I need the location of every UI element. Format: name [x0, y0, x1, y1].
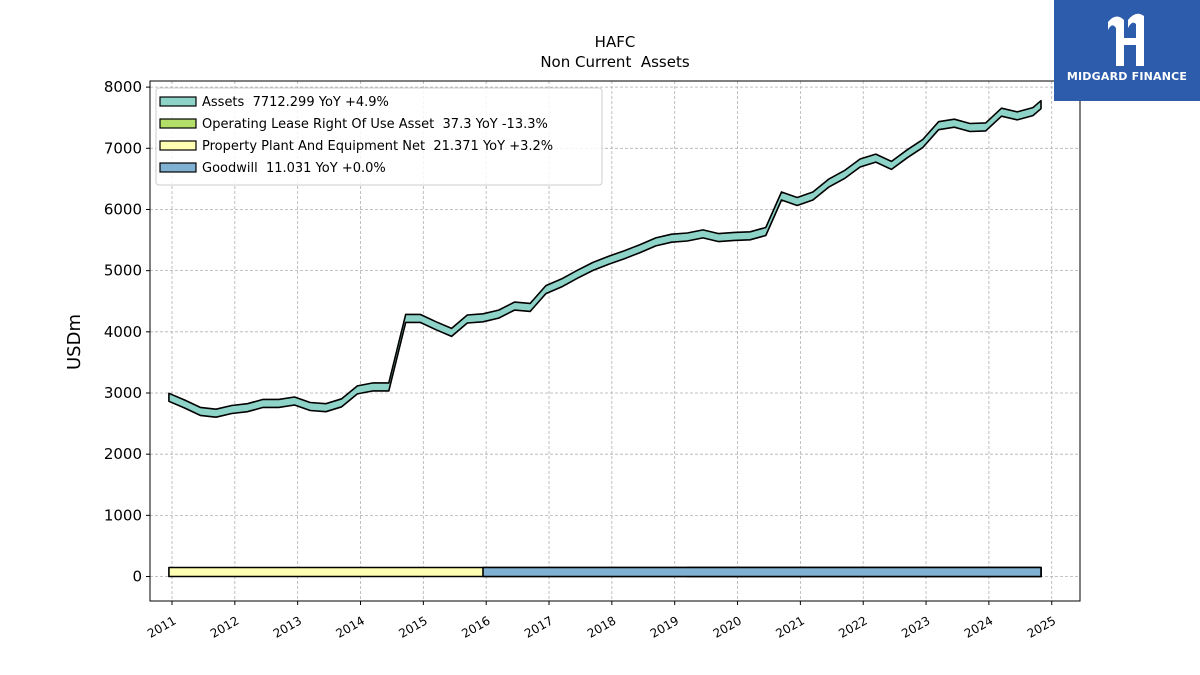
y-axis: 0 1000 2000 3000 4000 5000 6000 7000 8000	[104, 78, 150, 586]
legend-swatch	[159, 162, 197, 173]
x-tick-label: 2015	[396, 613, 429, 640]
x-tick-label: 2025	[1025, 613, 1058, 640]
legend-box	[155, 87, 603, 186]
legend-label: Operating Lease Right Of Use Asset 37.3 …	[202, 117, 548, 132]
legend-swatch	[159, 140, 197, 151]
chart-title: HAFC	[595, 33, 636, 51]
x-tick-label: 2021	[773, 613, 806, 640]
brand-name: MIDGARD FINANCE	[1066, 70, 1188, 83]
y-tick-label: 3000	[104, 384, 142, 402]
x-tick-label: 2014	[334, 613, 367, 640]
x-tick-label: 2022	[836, 613, 869, 640]
x-tick-label: 2016	[459, 613, 492, 640]
chart-subtitle: Non Current Assets	[540, 53, 690, 71]
y-tick-label: 1000	[104, 506, 142, 524]
y-tick-label: 5000	[104, 262, 142, 280]
legend-swatch	[159, 118, 197, 129]
series-layer	[168, 99, 1042, 578]
series-goodwill-area	[482, 566, 1042, 578]
x-tick-label: 2018	[585, 613, 618, 640]
legend-label: Property Plant And Equipment Net 21.371 …	[202, 139, 553, 154]
y-tick-label: 6000	[104, 200, 142, 218]
series-assets-band	[168, 99, 1042, 418]
x-tick-label: 2011	[145, 613, 178, 640]
y-axis-label: USDm	[64, 314, 85, 370]
brand-logo: MIDGARD FINANCE	[1054, 0, 1200, 101]
y-tick-label: 0	[132, 568, 142, 586]
y-tick-label: 8000	[104, 78, 142, 96]
x-axis: 2011 2012 2013 2014 2015 2016 2017 2018 2019 2020…	[145, 601, 1058, 641]
y-tick-label: 2000	[104, 445, 142, 463]
legend-swatch	[159, 96, 197, 107]
x-tick-label: 2012	[208, 613, 241, 640]
x-tick-label: 2019	[648, 613, 681, 640]
legend-label: Assets 7712.299 YoY +4.9%	[202, 95, 389, 110]
x-tick-label: 2023	[899, 613, 932, 640]
x-tick-label: 2013	[271, 613, 304, 640]
x-tick-label: 2020	[711, 613, 744, 640]
midgard-m-icon	[1108, 13, 1144, 67]
legend-label: Goodwill 11.031 YoY +0.0%	[202, 161, 386, 176]
legend: Assets 7712.299 YoY +4.9% Operating Lease…	[155, 87, 603, 186]
x-tick-label: 2017	[522, 613, 555, 640]
x-tick-label: 2024	[962, 613, 995, 640]
y-tick-label: 4000	[104, 323, 142, 341]
y-tick-label: 7000	[104, 139, 142, 157]
plot-frame	[149, 80, 1081, 602]
